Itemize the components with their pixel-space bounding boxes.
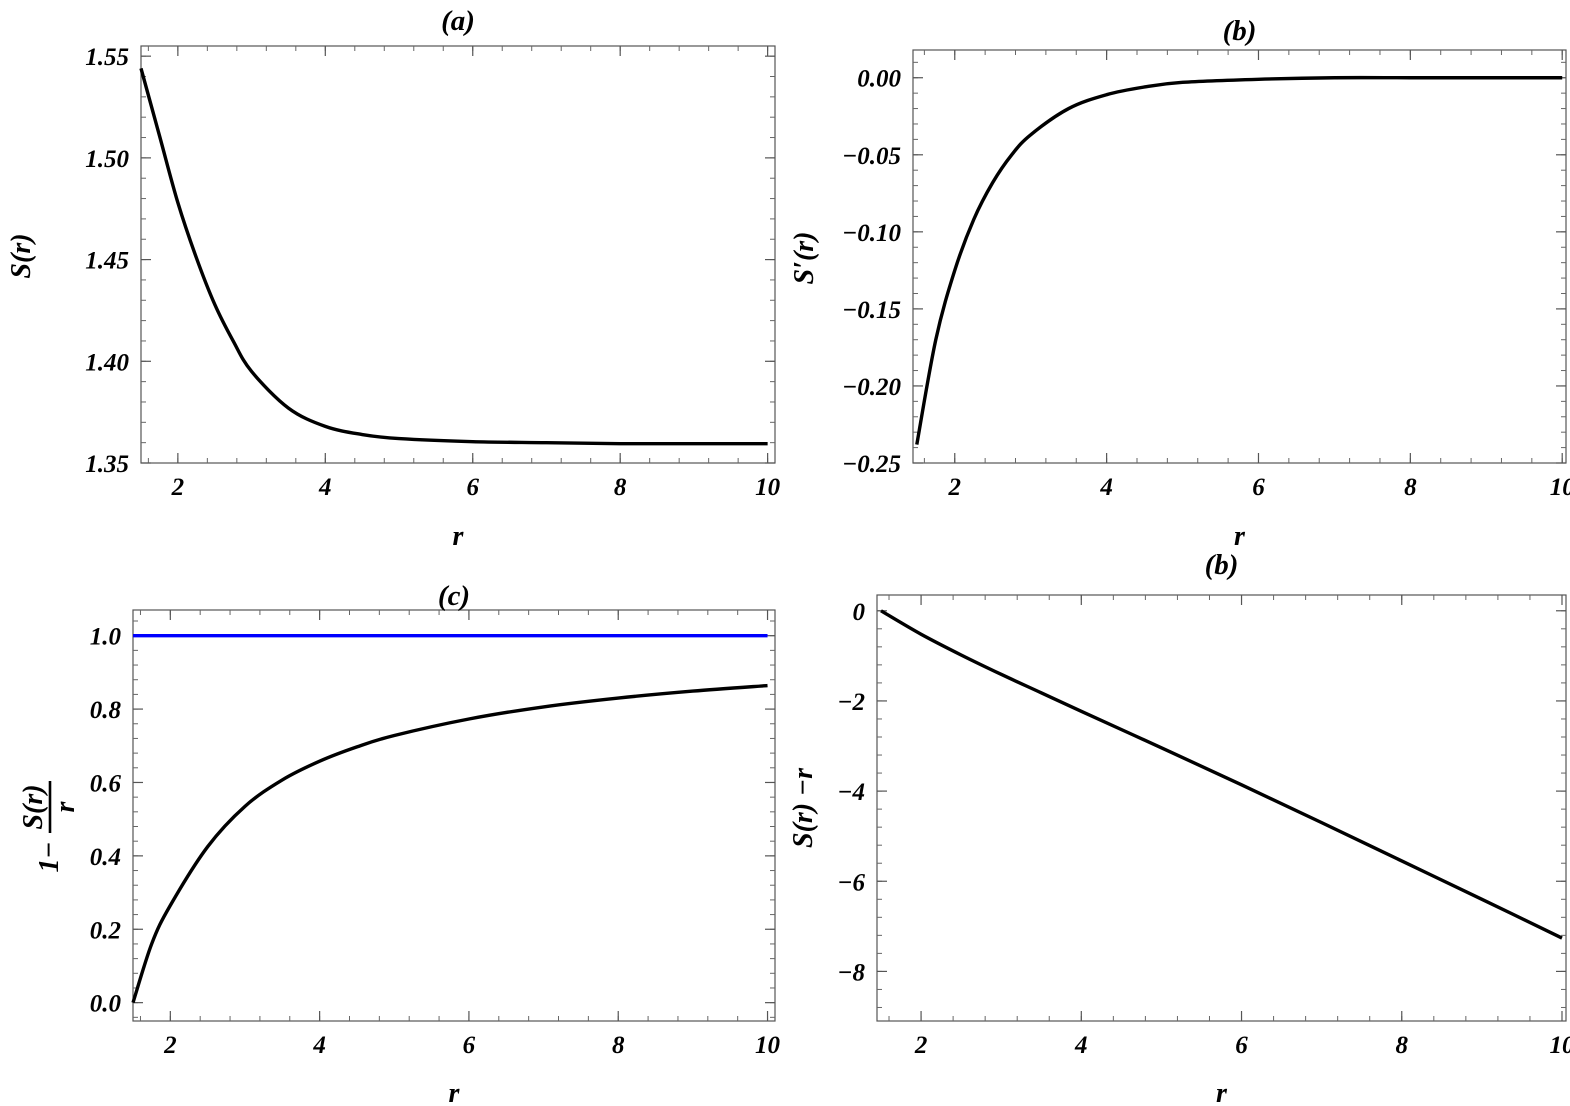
x-tick-label: 10 xyxy=(1550,474,1570,501)
y-tick-label: −0.25 xyxy=(842,451,901,478)
panel-3: 2 4 6 8 100.00.20.40.60.81.0(c)r1−S(r) r xyxy=(18,580,781,1106)
y-tick-label: 0.0 xyxy=(90,991,122,1018)
x-tick-label: 10 xyxy=(1549,1032,1570,1059)
x-tick-label: 8 xyxy=(1396,1032,1409,1059)
y-label-prefix: 1− xyxy=(34,842,65,873)
y-tick-label: 1.35 xyxy=(85,451,129,478)
y-tick-label: −6 xyxy=(837,869,865,896)
y-tick-label: −4 xyxy=(837,779,865,806)
x-axis-label: r xyxy=(1234,521,1246,552)
y-axis-label: S(r) xyxy=(6,233,37,278)
chart-title: (b) xyxy=(1223,15,1257,47)
y-tick-label: −0.15 xyxy=(842,297,901,324)
x-tick-label: 8 xyxy=(1404,474,1417,501)
series-line-1 xyxy=(915,75,1563,445)
x-tick-label: 6 xyxy=(463,1032,476,1059)
x-tick-label: 10 xyxy=(755,474,781,501)
x-tick-label: 2 xyxy=(948,474,962,501)
y-tick-label: 0.6 xyxy=(90,770,122,797)
x-tick-label: 4 xyxy=(318,474,332,501)
y-label-denominator: r xyxy=(50,800,81,812)
minor-ticks xyxy=(913,50,1566,464)
y-tick-label: 1.40 xyxy=(85,349,129,376)
y-tick-label: 1.55 xyxy=(85,44,129,71)
y-axis-label: S′(r) xyxy=(789,232,820,285)
plot-frame xyxy=(132,609,776,1022)
y-tick-label: 0.8 xyxy=(90,697,122,724)
x-tick-label: 6 xyxy=(1235,1032,1248,1059)
series-line-2 xyxy=(131,683,768,1004)
series-line-1 xyxy=(880,609,1563,940)
y-axis-label: 1− S(r) r xyxy=(18,781,81,872)
panel-1: 2 4 6 8 10 1.35 1.40 1.45 1.50 1.55 (a) r S(r) xyxy=(6,5,781,552)
x-tick-label: 4 xyxy=(1099,474,1113,501)
x-tick-label: 6 xyxy=(1252,474,1265,501)
y-tick-label: −0.10 xyxy=(842,220,901,247)
x-tick-label: 8 xyxy=(612,1032,625,1059)
x-axis-label: r xyxy=(1216,1078,1228,1106)
x-axis-label: r xyxy=(453,521,465,552)
y-tick-label: 1.50 xyxy=(85,146,129,173)
y-tick-label: 0.4 xyxy=(90,844,121,871)
series-line-1 xyxy=(139,67,768,446)
plot-frame xyxy=(140,45,776,464)
chart-title: (c) xyxy=(438,580,470,612)
y-tick-label: −0.20 xyxy=(842,374,901,401)
minor-ticks xyxy=(133,610,775,1021)
plot-frame xyxy=(876,594,1567,1022)
x-tick-label: 4 xyxy=(1074,1032,1088,1059)
y-tick-label: −8 xyxy=(837,959,865,986)
chart-title: (b) xyxy=(1205,549,1239,581)
x-tick-label: 2 xyxy=(171,474,185,501)
y-tick-label: 0.2 xyxy=(90,917,121,944)
x-tick-label: 2 xyxy=(914,1032,928,1059)
y-label-numerator: S(r) xyxy=(18,784,49,829)
x-axis-label: r xyxy=(449,1078,461,1106)
x-tick-label: 8 xyxy=(614,474,627,501)
panel-4: 2 4 6 8 10 −8 −6 −4 −2 0 (b) r S(r) −r xyxy=(788,549,1570,1106)
y-tick-label: −0.05 xyxy=(842,143,901,170)
y-tick-label: 1.0 xyxy=(90,624,122,651)
chart-title: (a) xyxy=(441,5,475,37)
x-tick-label: 4 xyxy=(312,1032,326,1059)
panel-2: 2 4 6 8 10 −0.25 −0.20 −0.15 −0.10 −0.05 0.00 (b) r S… xyxy=(789,15,1570,552)
y-axis-label: S(r) −r xyxy=(788,767,819,848)
y-tick-label: 0 xyxy=(853,599,866,626)
x-tick-label: 10 xyxy=(755,1032,781,1059)
x-tick-label: 2 xyxy=(163,1032,177,1059)
x-tick-label: 6 xyxy=(466,474,479,501)
y-tick-label: 1.45 xyxy=(85,248,129,275)
plot-frame xyxy=(912,49,1567,464)
y-tick-label: 0.00 xyxy=(857,66,901,93)
y-tick-label: −2 xyxy=(837,689,865,716)
minor-ticks xyxy=(877,595,1566,1021)
minor-ticks xyxy=(141,46,775,464)
